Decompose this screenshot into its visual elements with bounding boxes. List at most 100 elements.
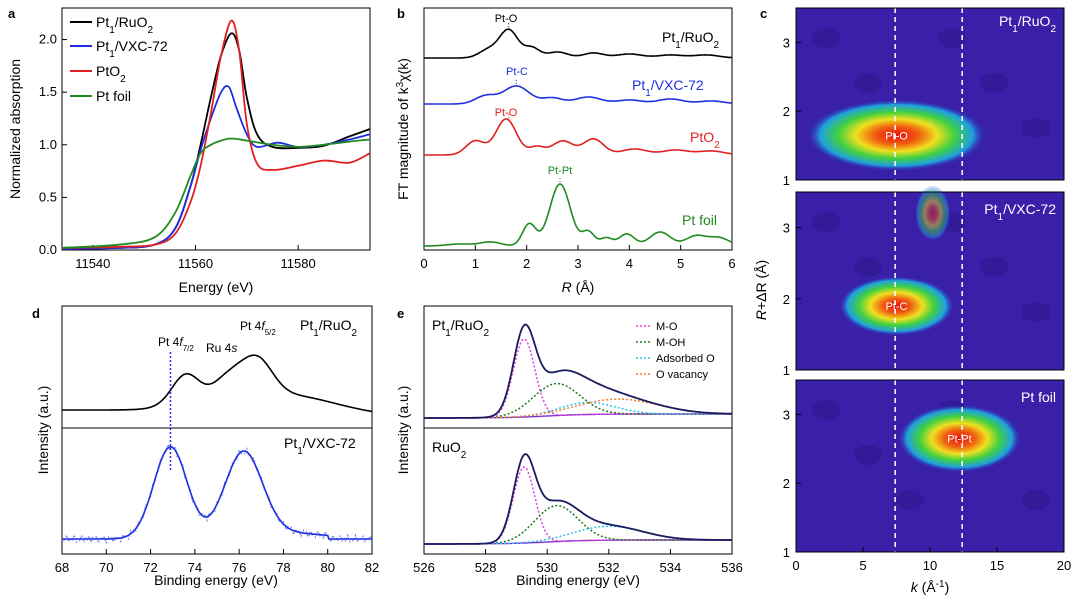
y-tick-label: 0.0 xyxy=(39,242,57,257)
x-tick-label: 536 xyxy=(721,560,743,575)
y-tick-label: 1.5 xyxy=(39,84,57,99)
y-tick-label: 3 xyxy=(783,221,790,236)
legend-label: M-OH xyxy=(656,337,685,349)
panel-a-letter: a xyxy=(8,6,16,21)
y-tick-label: 1.0 xyxy=(39,137,57,152)
x-tick-label: 530 xyxy=(536,560,558,575)
x-tick-label: 6 xyxy=(728,256,735,271)
map-texture xyxy=(1022,490,1050,510)
x-tick-label: 11580 xyxy=(281,256,316,271)
y-tick-label: 2 xyxy=(783,292,790,307)
legend-label: M-O xyxy=(656,321,678,333)
component-m-o xyxy=(424,466,732,545)
panel-c-letter: c xyxy=(760,6,767,21)
spectrum-top xyxy=(62,354,373,413)
y-tick-label: 3 xyxy=(783,35,790,50)
x-tick-label: 5 xyxy=(859,558,866,573)
panel-b-ylabel: FT magnitude of k3χ(k) xyxy=(395,58,412,200)
panel-b-lines xyxy=(424,21,733,247)
map-hotspot xyxy=(806,99,987,172)
x-tick-label: 68 xyxy=(55,560,69,575)
map-texture xyxy=(854,445,882,465)
map-texture xyxy=(812,400,840,420)
x-tick-label: 0 xyxy=(792,558,799,573)
panel-d-ylabel: Intensity (a.u.) xyxy=(35,386,51,475)
panel-c: c Pt-O 1 2 3 Pt-C 1 2 3 Pt-Pt 1 2 3 Pt1/RuO2 Pt1/VXC-… xyxy=(753,6,1071,595)
panel-a-ylabel: Normalized absorption xyxy=(7,59,23,199)
series-line xyxy=(61,84,371,250)
panel-d-bottom-label: Pt1/VXC-72 xyxy=(284,435,356,457)
y-tick-label: 0.5 xyxy=(39,189,57,204)
y-tick-label: 2 xyxy=(783,104,790,119)
legend-label-pt-foil: Pt foil xyxy=(96,88,131,104)
component-m-oh xyxy=(424,504,732,545)
panel-a: a 11540 11560 11580 0.0 0.5 1.0 1.5 2.0 Energy … xyxy=(7,6,371,295)
legend-label-pt1-vxc72: Pt1/VXC-72 xyxy=(96,38,168,60)
panel-d-xlabel: Binding energy (eV) xyxy=(154,572,278,588)
panel-b-label-pt-foil: Pt foil xyxy=(682,212,717,228)
panel-e-letter: e xyxy=(397,306,404,321)
panel-b-label-pt1-ruo2: Pt1/RuO2 xyxy=(662,29,719,51)
panel-b-xlabel: R (Å) xyxy=(562,279,595,295)
panel-d-peak-ru4s: Ru 4s xyxy=(206,341,237,355)
panel-e-top-label: Pt1/RuO2 xyxy=(432,317,489,339)
legend-label-pt1-ruo2: Pt1/RuO2 xyxy=(96,14,153,36)
map-texture xyxy=(812,28,840,48)
panel-e: e 526 528 530 532 534 536 Binding energy (eV)… xyxy=(395,305,743,588)
series-line xyxy=(424,118,733,156)
x-tick-label: 20 xyxy=(1057,558,1071,573)
series-line xyxy=(424,85,733,105)
x-tick-label: 11560 xyxy=(178,256,213,271)
map-texture xyxy=(854,73,882,93)
map-secondary-hotspot xyxy=(914,185,951,242)
panel-b-letter: b xyxy=(397,6,405,21)
x-tick-label: 0 xyxy=(420,256,427,271)
series-line xyxy=(424,183,733,247)
envelope-line xyxy=(424,323,732,419)
panel-d: d 68 70 72 74 76 78 80 82 Binding energy (eV) I… xyxy=(32,305,379,588)
y-tick-label: 1 xyxy=(783,363,790,378)
panel-e-xlabel: Binding energy (eV) xyxy=(516,572,640,588)
panel-b-peak-pt-o-2: Pt-O xyxy=(495,107,518,119)
x-tick-label: 534 xyxy=(660,560,682,575)
x-tick-label: 5 xyxy=(677,256,684,271)
map-sample-label: Pt foil xyxy=(1021,389,1056,405)
panel-d-peak-pt4f52: Pt 4f5/2 xyxy=(240,319,276,337)
map-center-label: Pt-Pt xyxy=(947,433,971,445)
map-sample-label: Pt1/RuO2 xyxy=(999,13,1056,35)
x-tick-label: 80 xyxy=(320,560,334,575)
map-texture xyxy=(980,73,1008,93)
panel-e-bottom-label: RuO2 xyxy=(432,439,467,461)
component-m-oh xyxy=(424,382,732,419)
panel-c-xlabel: k (Å-1) xyxy=(911,579,949,596)
x-tick-label: 70 xyxy=(99,560,113,575)
series-line xyxy=(61,19,371,249)
legend-label: Adsorbed O xyxy=(656,353,715,365)
panel-d-frame xyxy=(61,305,373,555)
panel-e-legend: M-O M-OH Adsorbed O O vacancy xyxy=(636,321,715,381)
x-tick-label: 15 xyxy=(990,558,1004,573)
map-texture xyxy=(1022,302,1050,322)
x-tick-label: 4 xyxy=(626,256,633,271)
map-hotspot xyxy=(838,275,955,336)
panel-a-legend: Pt1/RuO2 Pt1/VXC-72 PtO2 Pt foil xyxy=(70,14,168,104)
x-tick-label: 11540 xyxy=(75,256,110,271)
panel-e-ticks: 526 528 530 532 534 536 xyxy=(413,549,743,575)
map-center-label: Pt-C xyxy=(886,301,908,313)
series-line xyxy=(424,28,733,59)
y-tick-label: 2.0 xyxy=(39,32,57,47)
series-line xyxy=(61,137,371,249)
y-tick-label: 1 xyxy=(783,545,790,560)
map-texture xyxy=(854,257,882,277)
x-tick-label: 78 xyxy=(276,560,290,575)
x-tick-label: 526 xyxy=(413,560,435,575)
map-frame xyxy=(795,191,1065,371)
y-tick-label: 2 xyxy=(783,476,790,491)
x-tick-label: 72 xyxy=(143,560,157,575)
panel-a-xlabel: Energy (eV) xyxy=(179,279,254,295)
legend-label-pto2: PtO2 xyxy=(96,63,126,85)
spectrum-bottom-raw xyxy=(61,443,373,545)
map-hotspot xyxy=(897,404,1022,473)
panel-b-peak-pt-pt: Pt-Pt xyxy=(548,165,572,177)
